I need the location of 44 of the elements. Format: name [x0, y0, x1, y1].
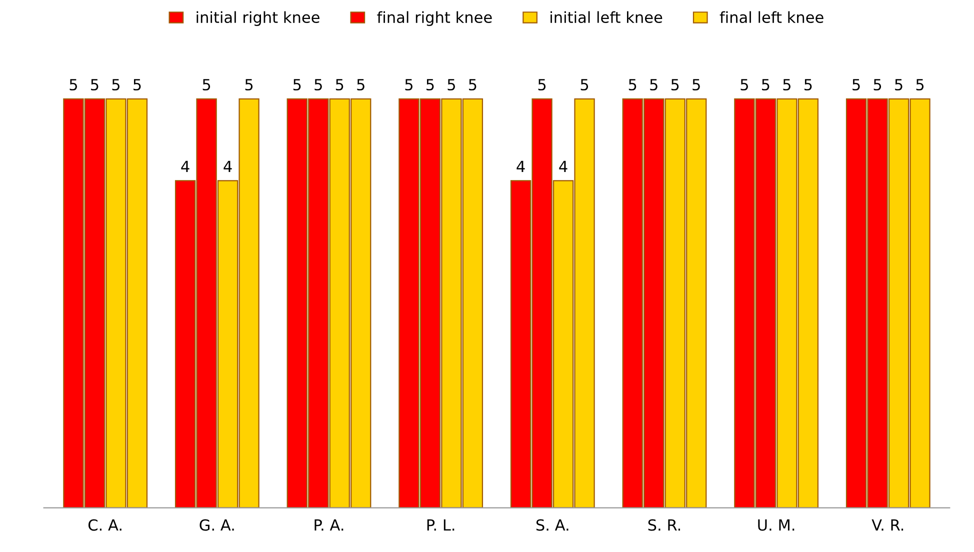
- data-label: 4: [224, 160, 232, 172]
- data-label: 5: [804, 79, 812, 90]
- x-tick-label: S. R.: [648, 519, 680, 531]
- data-label: 5: [692, 79, 700, 90]
- data-label: 5: [852, 79, 860, 90]
- data-label: 5: [70, 79, 77, 90]
- data-label: 5: [783, 79, 790, 90]
- data-label: 5: [628, 79, 636, 90]
- data-label: 4: [516, 160, 525, 172]
- x-tick-label: P. L.: [427, 519, 454, 531]
- legend-label: initial left knee: [550, 11, 662, 24]
- data-label: 5: [405, 79, 412, 90]
- data-label: 5: [874, 79, 882, 90]
- data-label: 5: [895, 79, 902, 90]
- data-label: 5: [762, 79, 770, 90]
- data-label: 5: [112, 79, 120, 90]
- x-tick-label: U. M.: [758, 519, 794, 531]
- legend-label: final left knee: [720, 11, 824, 24]
- x-tick-label: V. R.: [872, 519, 904, 531]
- x-tick-label: S. A.: [536, 519, 568, 531]
- data-label: 5: [336, 79, 344, 90]
- data-label: 5: [580, 79, 588, 90]
- data-label: 5: [650, 79, 658, 90]
- data-label: 5: [314, 79, 322, 90]
- data-label: 5: [245, 79, 253, 90]
- data-label: 5: [202, 79, 210, 90]
- x-tick-label: C. A.: [88, 519, 122, 531]
- x-tick-label: P. A.: [314, 519, 344, 531]
- data-label: 5: [448, 79, 455, 90]
- data-label: 5: [91, 79, 98, 90]
- data-label: 5: [293, 79, 301, 90]
- data-label: 5: [740, 79, 748, 90]
- data-label: 5: [916, 79, 924, 90]
- data-label: 4: [181, 160, 190, 172]
- data-label: 5: [671, 79, 679, 90]
- data-label: 5: [469, 79, 476, 90]
- data-label: 5: [426, 79, 434, 90]
- x-tick-label: G. A.: [200, 519, 234, 531]
- legend-label: final right knee: [377, 11, 492, 26]
- data-label: 5: [357, 79, 364, 90]
- legend-label: initial right knee: [196, 11, 320, 26]
- data-label: 4: [559, 160, 568, 172]
- data-label: 5: [134, 79, 141, 90]
- data-label: 5: [538, 79, 546, 90]
